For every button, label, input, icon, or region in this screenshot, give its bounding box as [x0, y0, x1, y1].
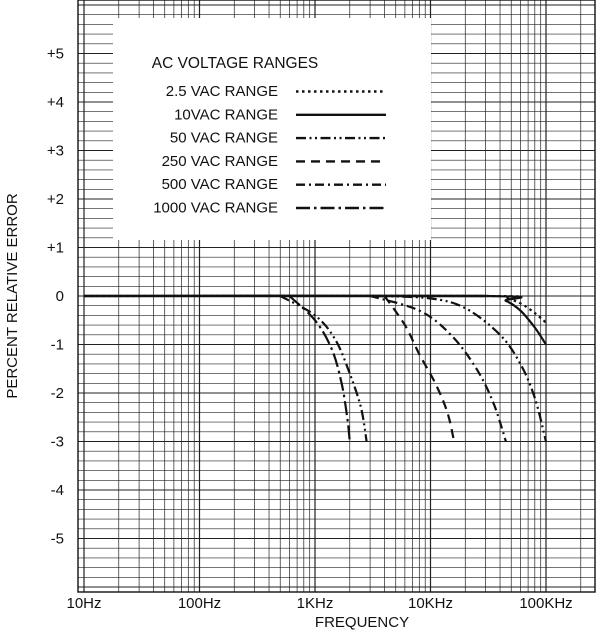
x-tick-label: 1KHz	[297, 595, 334, 612]
series-line-3	[383, 295, 456, 442]
x-tick-label: 100Hz	[178, 595, 221, 612]
legend-box	[113, 18, 431, 240]
y-tick-label: -2	[51, 385, 64, 402]
x-axis-label: FREQUENCY	[315, 614, 409, 631]
legend-entry-label: 1000 VAC RANGE	[153, 200, 278, 217]
series-line-4	[369, 294, 507, 442]
axes	[77, 0, 596, 593]
y-axis-label: PERCENT RELATIVE ERROR	[4, 193, 21, 398]
y-tick-label: +4	[47, 94, 64, 111]
legend-entry-label: 250 VAC RANGE	[162, 153, 278, 170]
y-tick-label: +1	[47, 240, 64, 257]
x-tick-label: 10Hz	[66, 595, 101, 612]
x-tick-label: 100KHz	[519, 595, 572, 612]
tick-labels: 10Hz 100Hz 1KHz 10KHz 100KHz +5 +4 +3 +2 +1 0 -1 -2 -…	[47, 46, 573, 613]
x-tick-label: 10KHz	[408, 595, 453, 612]
y-tick-label: -3	[51, 434, 64, 451]
y-tick-label: +5	[47, 46, 64, 63]
series-lines	[83, 294, 548, 442]
legend-entry-label: 2.5 VAC RANGE	[166, 83, 278, 100]
series-line-1	[83, 294, 547, 346]
series-line-0	[83, 294, 547, 324]
y-tick-label: +2	[47, 191, 64, 208]
series-line-2	[279, 295, 368, 442]
series-line-6	[377, 294, 548, 442]
legend-entry-label: 50 VAC RANGE	[170, 130, 278, 147]
y-tick-label: -4	[51, 482, 64, 499]
y-tick-label: -5	[51, 531, 64, 548]
legend-entry-label: 10VAC RANGE	[174, 106, 278, 123]
legend-title: AC VOLTAGE RANGES	[152, 55, 319, 72]
y-tick-label: -1	[51, 337, 64, 354]
series-line-5	[288, 295, 351, 442]
legend-entry-label: 500 VAC RANGE	[162, 176, 278, 193]
y-tick-label: 0	[56, 288, 64, 305]
plot-frame	[77, 0, 596, 593]
y-tick-label: +3	[47, 143, 64, 160]
legend: AC VOLTAGE RANGES 2.5 VAC RANGE 10VAC RANG…	[113, 18, 431, 240]
